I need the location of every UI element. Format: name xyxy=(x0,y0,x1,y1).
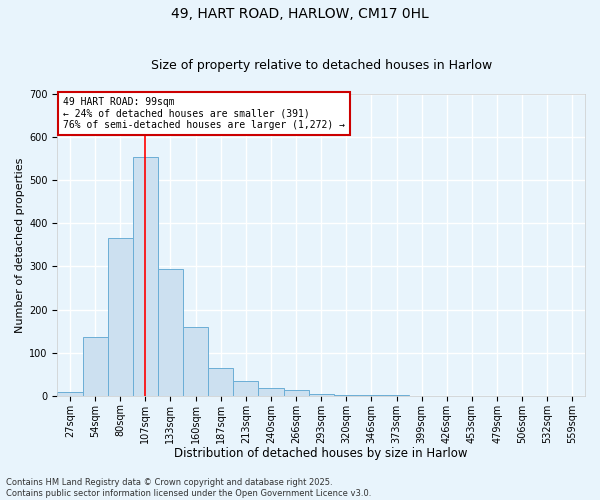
Bar xyxy=(158,268,183,396)
Title: Size of property relative to detached houses in Harlow: Size of property relative to detached ho… xyxy=(151,59,492,72)
Bar xyxy=(208,368,233,396)
Bar xyxy=(183,327,208,396)
Text: 49 HART ROAD: 99sqm
← 24% of detached houses are smaller (391)
76% of semi-detac: 49 HART ROAD: 99sqm ← 24% of detached ho… xyxy=(62,97,344,130)
Text: 49, HART ROAD, HARLOW, CM17 0HL: 49, HART ROAD, HARLOW, CM17 0HL xyxy=(171,8,429,22)
Bar xyxy=(58,392,83,396)
Text: Contains HM Land Registry data © Crown copyright and database right 2025.
Contai: Contains HM Land Registry data © Crown c… xyxy=(6,478,371,498)
Bar xyxy=(233,380,259,396)
Bar xyxy=(334,394,359,396)
X-axis label: Distribution of detached houses by size in Harlow: Distribution of detached houses by size … xyxy=(175,447,468,460)
Bar xyxy=(133,156,158,396)
Bar xyxy=(107,238,133,396)
Bar xyxy=(284,390,308,396)
Bar xyxy=(259,388,284,396)
Bar xyxy=(83,336,107,396)
Y-axis label: Number of detached properties: Number of detached properties xyxy=(15,157,25,332)
Bar xyxy=(308,394,334,396)
Bar xyxy=(359,395,384,396)
